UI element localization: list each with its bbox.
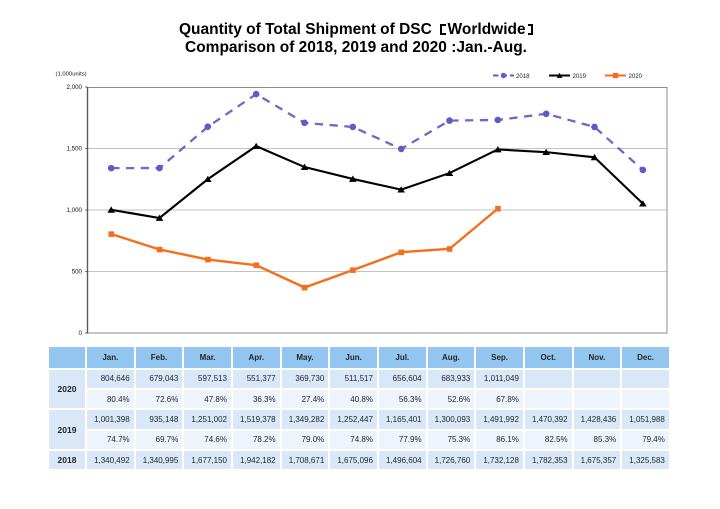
svg-text:2,000: 2,000 bbox=[67, 84, 83, 91]
svg-text:500: 500 bbox=[72, 269, 83, 276]
svg-text:2020: 2020 bbox=[629, 73, 643, 80]
svg-text:2018: 2018 bbox=[516, 73, 530, 80]
svg-text:(1,000units): (1,000units) bbox=[56, 71, 87, 77]
svg-text:0: 0 bbox=[79, 330, 83, 337]
svg-text:2019: 2019 bbox=[573, 73, 587, 80]
svg-text:1,000: 1,000 bbox=[67, 207, 83, 214]
svg-text:1,500: 1,500 bbox=[67, 146, 83, 153]
